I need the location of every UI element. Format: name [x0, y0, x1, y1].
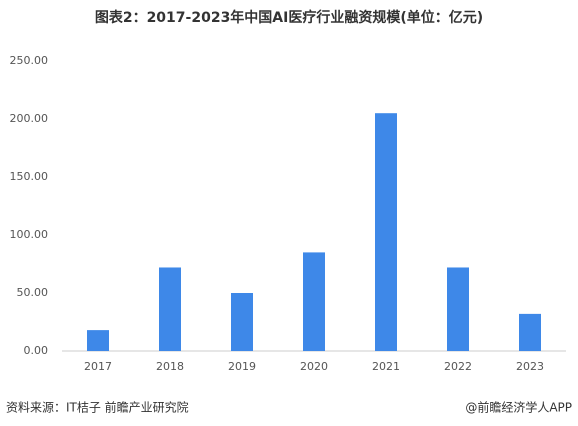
x-tick-label: 2017	[84, 360, 112, 373]
bar	[231, 293, 253, 351]
x-tick-label: 2022	[444, 360, 472, 373]
bar	[519, 313, 541, 351]
bar	[303, 252, 325, 351]
y-tick-label: 200.00	[10, 112, 49, 125]
source: 资料来源：IT桔子 前瞻产业研究院	[6, 400, 189, 415]
bar	[159, 267, 181, 351]
y-tick-label: 100.00	[10, 228, 49, 241]
x-tick-label: 2018	[156, 360, 184, 373]
y-tick-label: 250.00	[10, 54, 49, 67]
x-tick-label: 2021	[372, 360, 400, 373]
y-tick-label: 150.00	[10, 170, 49, 183]
y-tick-label: 50.00	[17, 286, 49, 299]
credit: @前瞻经济学人APP	[465, 400, 572, 415]
x-tick-label: 2020	[300, 360, 328, 373]
y-tick-label: 0.00	[24, 344, 49, 357]
bar	[375, 113, 397, 351]
x-tick-label: 2019	[228, 360, 256, 373]
bar	[87, 330, 109, 351]
x-tick-label: 2023	[516, 360, 544, 373]
chart-title: 图表2：2017-2023年中国AI医疗行业融资规模(单位：亿元)	[95, 9, 483, 26]
bar	[447, 267, 469, 351]
